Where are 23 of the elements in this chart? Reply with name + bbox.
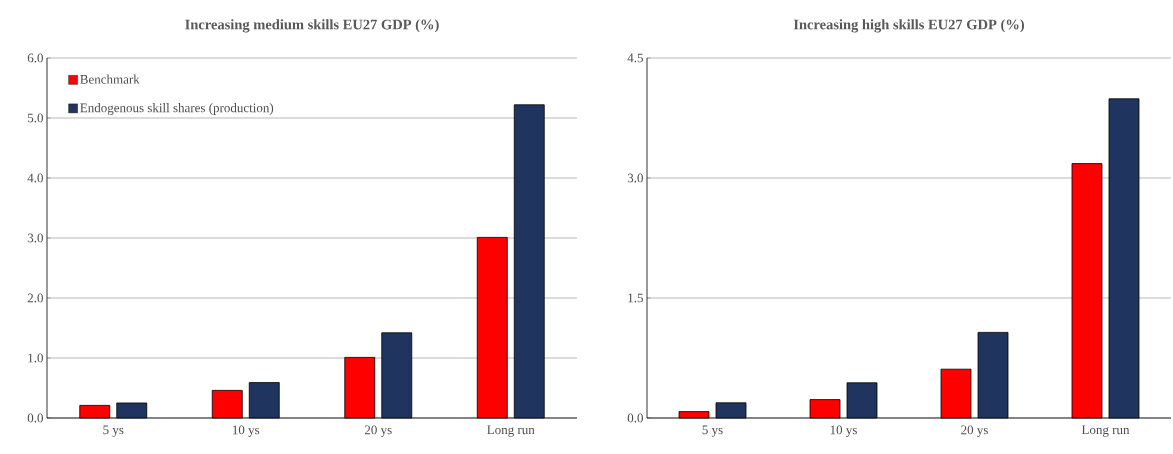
- y-tick-label: 1.0: [28, 353, 43, 363]
- y-tick-label: 4.5: [627, 53, 643, 63]
- legend-label: Benchmark: [80, 74, 140, 84]
- y-tick-label: 3.0: [27, 233, 43, 243]
- y-tick-label: 5.0: [27, 113, 43, 123]
- y-tick-label: 3.0: [627, 173, 643, 183]
- y-tick-label: 0.0: [27, 413, 43, 423]
- x-tick-label: 5 ys: [702, 425, 723, 437]
- chart-title: Increasing high skills EU27 GDP (%): [793, 19, 1025, 33]
- legend-label: Endogenous skill shares (production): [80, 103, 274, 115]
- x-tick-label: Long run: [487, 425, 535, 437]
- x-tick-label: 10 ys: [830, 425, 857, 437]
- y-tick-label: 6.0: [27, 53, 43, 63]
- y-tick-label: 1.5: [628, 293, 643, 303]
- x-tick-label: 20 ys: [364, 425, 392, 437]
- x-tick-label: 20 ys: [961, 425, 988, 437]
- x-tick-label: 10 ys: [233, 425, 260, 437]
- y-tick-label: 4.0: [27, 173, 43, 183]
- y-tick-label: 0.0: [627, 413, 643, 423]
- y-tick-label: 2.0: [27, 293, 43, 303]
- x-tick-label: Long run: [1081, 425, 1130, 437]
- x-tick-label: 5 ys: [103, 425, 124, 437]
- chart-title: Increasing medium skills EU27 GDP (%): [185, 19, 439, 33]
